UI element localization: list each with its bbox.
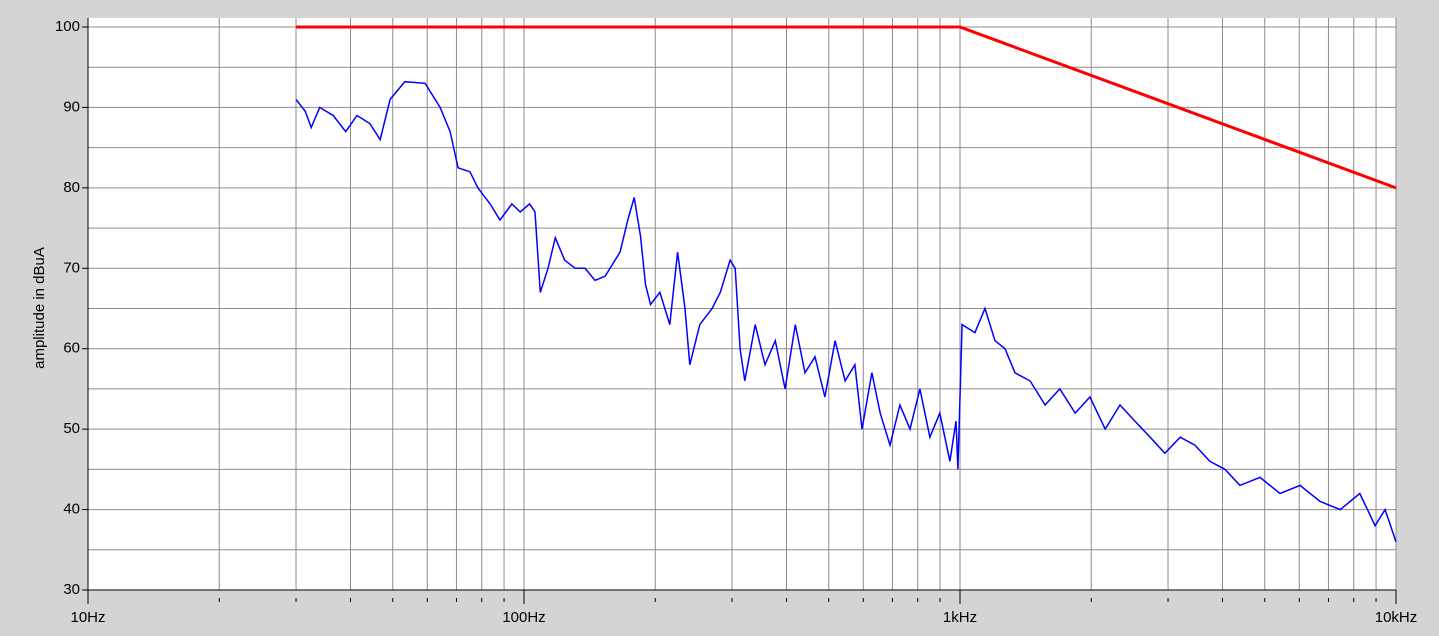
y-tick-label: 30 (63, 581, 80, 598)
x-tick-label: 100Hz (502, 609, 545, 626)
y-tick-label: 100 (55, 18, 80, 35)
y-tick-label: 80 (63, 179, 80, 196)
series-line (296, 25, 1397, 190)
plot-area (88, 18, 1396, 590)
y-tick-label: 50 (63, 420, 80, 437)
series-line (295, 80, 1397, 542)
x-tick-label: 10kHz (1375, 609, 1418, 626)
y-tick-label: 70 (63, 259, 80, 276)
y-tick-label: 90 (63, 98, 80, 115)
x-tick-label: 1kHz (943, 609, 977, 626)
y-tick-label: 60 (63, 340, 80, 357)
x-tick-label: 10Hz (70, 609, 105, 626)
y-tick-label: 40 (63, 501, 80, 518)
y-axis-label: amplitude in dBuA (31, 247, 48, 369)
